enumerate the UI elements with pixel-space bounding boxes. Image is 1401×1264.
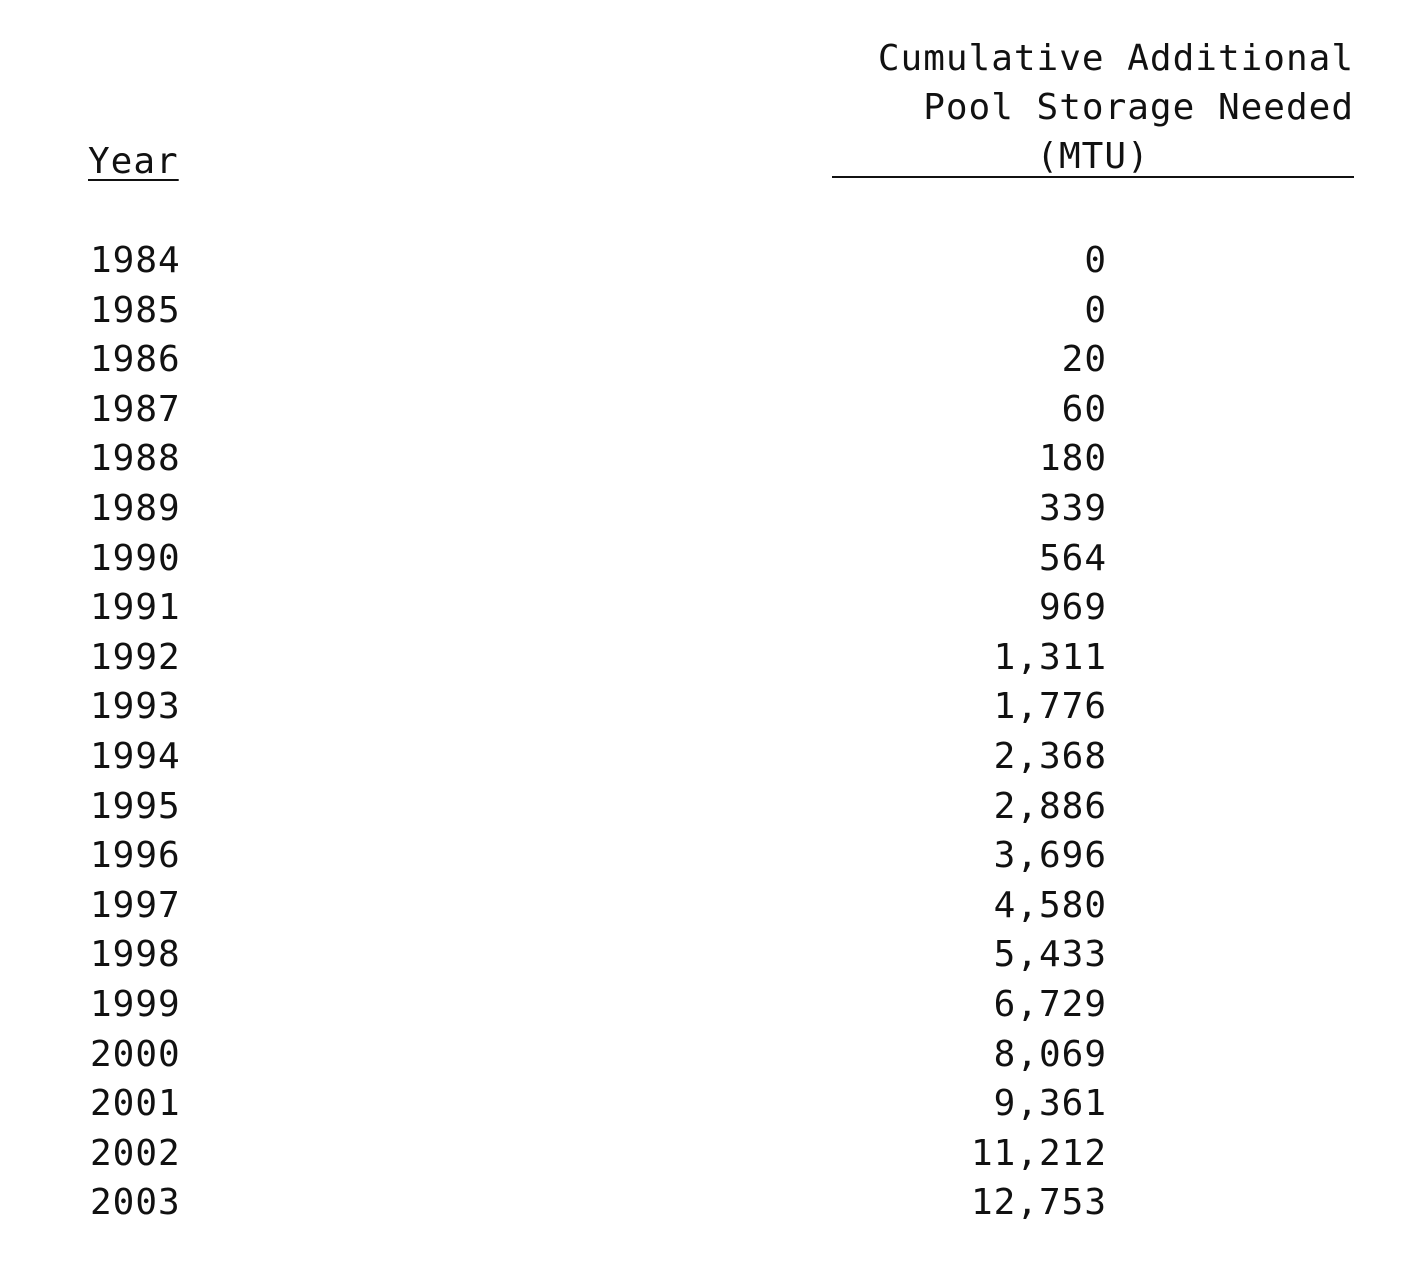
year-cell: 2001 bbox=[90, 1083, 181, 1125]
storage-column-header: Cumulative Additional Pool Storage Neede… bbox=[832, 34, 1354, 181]
year-cell: 1986 bbox=[90, 339, 181, 381]
storage-value-cell: 969 bbox=[1038, 587, 1107, 629]
header-underline-rule bbox=[832, 176, 1354, 178]
table-row: 2000 8,069 bbox=[0, 1030, 1401, 1080]
table-row: 1993 1,776 bbox=[0, 682, 1401, 732]
year-cell: 1995 bbox=[90, 785, 181, 827]
storage-header-line-1: Cumulative Additional bbox=[877, 38, 1354, 79]
table-row: 1989 339 bbox=[0, 484, 1401, 534]
table-row: 1995 2,886 bbox=[0, 782, 1401, 832]
table-row: 2002 11,212 bbox=[0, 1129, 1401, 1179]
year-cell: 2003 bbox=[90, 1182, 181, 1224]
storage-value-cell: 180 bbox=[1038, 438, 1107, 480]
year-cell: 1998 bbox=[90, 934, 181, 976]
table-row: 1986 20 bbox=[0, 335, 1401, 385]
year-column-header: Year bbox=[88, 141, 179, 182]
table-row: 1992 1,311 bbox=[0, 633, 1401, 683]
year-cell: 1990 bbox=[90, 537, 181, 579]
table-row: 1990 564 bbox=[0, 534, 1401, 584]
storage-value-cell: 1,776 bbox=[993, 686, 1107, 728]
storage-value-cell: 4,580 bbox=[993, 884, 1107, 926]
storage-value-cell: 5,433 bbox=[993, 934, 1107, 976]
table-row: 1996 3,696 bbox=[0, 831, 1401, 881]
storage-value-cell: 2,886 bbox=[993, 785, 1107, 827]
year-cell: 2002 bbox=[90, 1132, 181, 1174]
table-row: 1987 60 bbox=[0, 385, 1401, 435]
table-body: 1984 0 1985 0 1986 20 1987 60 1988 180 1989 33… bbox=[0, 236, 1401, 1228]
year-cell: 1999 bbox=[90, 983, 181, 1025]
storage-value-cell: 3,696 bbox=[993, 835, 1107, 877]
year-cell: 1997 bbox=[90, 884, 181, 926]
year-cell: 1987 bbox=[90, 388, 181, 430]
storage-value-cell: 0 bbox=[1084, 240, 1107, 281]
storage-value-cell: 1,311 bbox=[993, 636, 1107, 678]
table-row: 1988 180 bbox=[0, 434, 1401, 484]
storage-value-cell: 20 bbox=[1061, 339, 1107, 381]
table-row: 1984 0 bbox=[0, 236, 1401, 286]
table-row: 1997 4,580 bbox=[0, 881, 1401, 931]
table-row: 2001 9,361 bbox=[0, 1079, 1401, 1129]
storage-value-cell: 6,729 bbox=[993, 983, 1107, 1025]
storage-value-cell: 0 bbox=[1084, 289, 1107, 331]
storage-value-cell: 564 bbox=[1038, 537, 1107, 579]
storage-value-cell: 2,368 bbox=[993, 735, 1107, 777]
table-row: 1998 5,433 bbox=[0, 930, 1401, 980]
year-cell: 1985 bbox=[90, 289, 181, 331]
storage-value-cell: 60 bbox=[1061, 388, 1107, 430]
storage-value-cell: 11,212 bbox=[970, 1132, 1107, 1174]
storage-value-cell: 8,069 bbox=[993, 1033, 1107, 1075]
year-cell: 1993 bbox=[90, 686, 181, 728]
year-cell: 1994 bbox=[90, 735, 181, 777]
table-row: 1994 2,368 bbox=[0, 732, 1401, 782]
year-cell: 1996 bbox=[90, 835, 181, 877]
year-cell: 1984 bbox=[90, 240, 181, 281]
storage-value-cell: 9,361 bbox=[993, 1083, 1107, 1125]
storage-header-unit: (MTU) bbox=[1036, 136, 1150, 177]
table-row: 1985 0 bbox=[0, 286, 1401, 336]
year-cell: 2000 bbox=[90, 1033, 181, 1075]
year-cell: 1991 bbox=[90, 587, 181, 629]
table-row: 1991 969 bbox=[0, 583, 1401, 633]
storage-value-cell: 12,753 bbox=[970, 1182, 1107, 1224]
year-cell: 1992 bbox=[90, 636, 181, 678]
year-cell: 1989 bbox=[90, 487, 181, 529]
year-cell: 1988 bbox=[90, 438, 181, 480]
table-row: 2003 12,753 bbox=[0, 1178, 1401, 1228]
table-row: 1999 6,729 bbox=[0, 980, 1401, 1030]
storage-value-cell: 339 bbox=[1038, 487, 1107, 529]
storage-header-line-2: Pool Storage Needed bbox=[923, 87, 1354, 128]
